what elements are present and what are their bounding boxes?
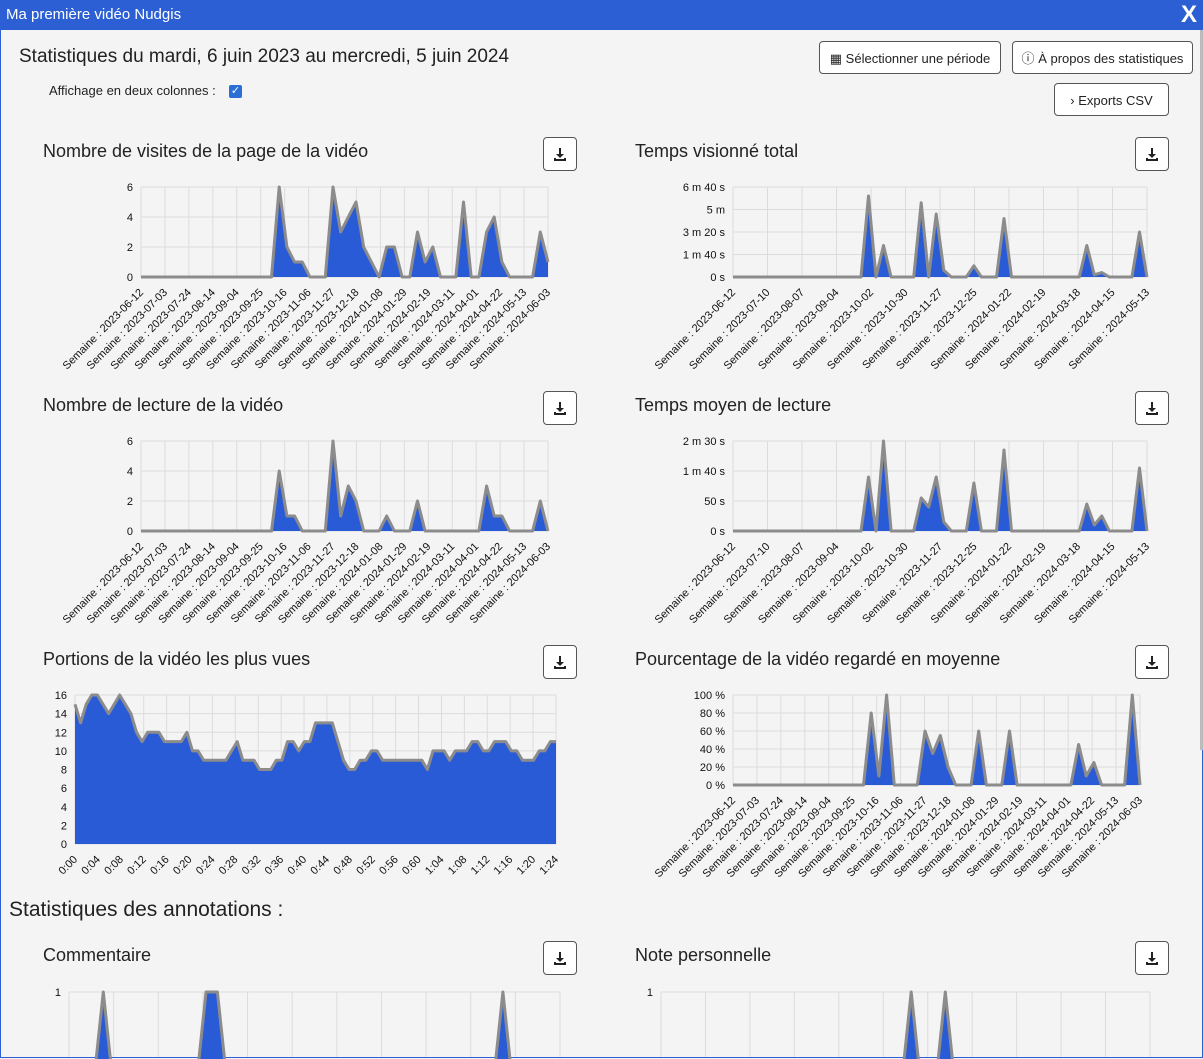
window-title: Ma première vidéo Nudgis <box>6 6 182 23</box>
two-columns-checkbox[interactable]: ✓ <box>229 85 242 98</box>
y-tick-label: 4 <box>127 466 133 478</box>
series-line <box>733 693 1142 787</box>
series-area <box>733 196 1147 277</box>
y-tick-label: 0 <box>61 839 67 851</box>
y-tick-label: 2 <box>127 496 133 508</box>
download-button[interactable] <box>543 391 577 425</box>
y-tick-label: 50 s <box>704 496 725 508</box>
series-area <box>75 695 556 844</box>
chart-title-comment: Commentaire <box>43 945 152 965</box>
select-period-label: Sélectionner une période <box>845 51 991 66</box>
download-button[interactable] <box>1135 391 1169 425</box>
csv-exports-button[interactable]: › Exports CSV <box>1054 83 1169 116</box>
y-tick-label: 0 s <box>710 272 725 284</box>
download-icon <box>554 402 566 415</box>
chart-title-average-time: Temps moyen de lecture <box>635 395 832 415</box>
chart-title-most-viewed: Portions de la vidéo les plus vues <box>43 649 311 669</box>
y-tick-label: 4 <box>127 212 133 224</box>
chart-title-visits: Nombre de visites de la page de la vidéo <box>43 141 369 161</box>
page-title: Statistiques du mardi, 6 juin 2023 au me… <box>19 46 510 67</box>
y-tick-label: 20 % <box>700 762 725 774</box>
download-icon <box>554 148 566 161</box>
y-tick-label: 16 <box>55 690 67 702</box>
y-tick-label: 2 <box>127 242 133 254</box>
y-tick-label: 1 <box>55 987 61 999</box>
dialog-body <box>0 30 1203 1058</box>
download-icon <box>1146 952 1158 965</box>
y-tick-label: 8 <box>61 765 67 777</box>
download-button[interactable] <box>543 941 577 975</box>
y-tick-label: 14 <box>55 709 67 721</box>
series-line <box>733 439 1149 533</box>
download-icon <box>554 656 566 669</box>
y-tick-label: 5 m <box>707 205 725 217</box>
series-line <box>733 194 1149 279</box>
y-tick-label: 0 <box>127 272 133 284</box>
y-tick-label: 40 % <box>700 744 725 756</box>
download-button[interactable] <box>543 645 577 679</box>
y-tick-label: 6 <box>61 783 67 795</box>
y-tick-label: 60 % <box>700 726 725 738</box>
chart-title-plays: Nombre de lecture de la vidéo <box>43 395 284 415</box>
y-tick-label: 0 s <box>710 526 725 538</box>
download-button[interactable] <box>1135 137 1169 171</box>
calendar-icon: ▦ <box>829 51 843 66</box>
series-area <box>733 695 1140 785</box>
download-button[interactable] <box>543 137 577 171</box>
series-area <box>141 187 548 277</box>
series-area <box>733 441 1147 531</box>
y-tick-label: 3 m 20 s <box>683 227 726 239</box>
series-line <box>902 990 954 1059</box>
download-icon <box>1146 402 1158 415</box>
close-button[interactable]: X <box>1180 1 1197 28</box>
y-tick-label: 1 m 40 s <box>683 250 726 262</box>
download-icon <box>1146 148 1158 161</box>
y-tick-label: 2 m 30 s <box>683 436 726 448</box>
chart-title-percentage: Pourcentage de la vidéo regardé en moyen… <box>635 649 1001 669</box>
window-titlebar: Ma première vidéo Nudgis X <box>0 0 1203 30</box>
two-columns-label: Affichage en deux colonnes : <box>49 83 216 98</box>
download-button[interactable] <box>1135 645 1169 679</box>
y-tick-label: 100 % <box>694 690 725 702</box>
series-area <box>141 441 548 531</box>
y-tick-label: 1 <box>647 987 653 999</box>
y-tick-label: 80 % <box>700 708 725 720</box>
y-tick-label: 0 % <box>706 780 725 792</box>
series-line <box>141 185 550 279</box>
y-tick-label: 4 <box>61 802 67 814</box>
csv-exports-label: Exports CSV <box>1078 93 1153 108</box>
y-tick-label: 12 <box>55 727 67 739</box>
y-tick-label: 6 <box>127 436 133 448</box>
download-icon <box>1146 656 1158 669</box>
download-icon <box>554 952 566 965</box>
chart-title-total-time: Temps visionné total <box>635 141 799 161</box>
series-line <box>141 439 550 533</box>
info-icon: ⓘ <box>1021 51 1035 66</box>
y-tick-label: 6 m 40 s <box>683 182 726 194</box>
download-button[interactable] <box>1135 941 1169 975</box>
chevron-right-icon: › <box>1070 93 1075 108</box>
annotations-section-title: Statistiques des annotations : <box>9 898 284 921</box>
y-tick-label: 0 <box>127 526 133 538</box>
select-period-button[interactable]: ▦ Sélectionner une période <box>819 41 1001 74</box>
y-tick-label: 6 <box>127 182 133 194</box>
series-line <box>73 693 556 771</box>
about-stats-label: À propos des statistiques <box>1038 51 1184 66</box>
about-stats-button[interactable]: ⓘ À propos des statistiques <box>1012 41 1193 74</box>
y-tick-label: 1 m 40 s <box>683 466 726 478</box>
y-tick-label: 2 <box>61 820 67 832</box>
chart-title-personal-note: Note personnelle <box>635 945 772 965</box>
scrollbar[interactable] <box>1200 30 1203 750</box>
y-tick-label: 10 <box>55 746 67 758</box>
